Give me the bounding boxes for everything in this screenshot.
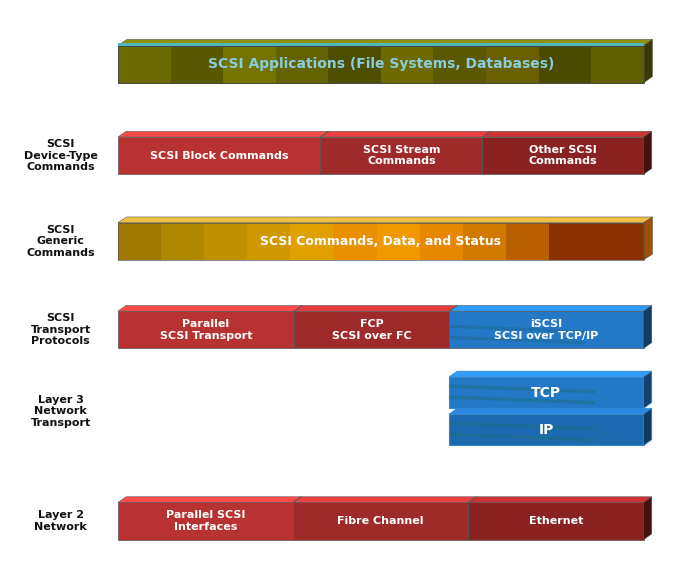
Polygon shape <box>644 305 652 348</box>
Polygon shape <box>468 497 652 502</box>
Polygon shape <box>449 305 652 311</box>
FancyBboxPatch shape <box>290 223 334 260</box>
Text: SCSI Stream
Commands: SCSI Stream Commands <box>363 145 440 166</box>
FancyBboxPatch shape <box>161 223 204 260</box>
Polygon shape <box>449 432 595 441</box>
Polygon shape <box>320 131 491 137</box>
FancyBboxPatch shape <box>171 46 223 83</box>
FancyBboxPatch shape <box>449 414 644 445</box>
FancyBboxPatch shape <box>468 502 644 540</box>
Text: SCSI Applications (File Systems, Databases): SCSI Applications (File Systems, Databas… <box>208 57 554 71</box>
FancyBboxPatch shape <box>549 223 644 260</box>
FancyBboxPatch shape <box>463 223 506 260</box>
Polygon shape <box>118 217 652 223</box>
Polygon shape <box>449 384 595 393</box>
FancyBboxPatch shape <box>483 137 644 174</box>
FancyBboxPatch shape <box>334 223 377 260</box>
Polygon shape <box>118 305 302 311</box>
Polygon shape <box>644 217 652 260</box>
Polygon shape <box>118 39 652 46</box>
Polygon shape <box>449 395 595 404</box>
Text: TCP: TCP <box>531 385 561 400</box>
Polygon shape <box>449 336 585 344</box>
Text: Layer 2
Network: Layer 2 Network <box>34 510 87 532</box>
Text: Parallel
SCSI Transport: Parallel SCSI Transport <box>160 319 252 340</box>
Polygon shape <box>644 371 652 408</box>
FancyBboxPatch shape <box>204 223 247 260</box>
Polygon shape <box>293 497 476 502</box>
FancyBboxPatch shape <box>118 137 320 174</box>
Polygon shape <box>644 39 652 83</box>
Polygon shape <box>118 497 301 502</box>
Text: Other SCSI
Commands: Other SCSI Commands <box>528 145 597 166</box>
FancyBboxPatch shape <box>118 43 644 46</box>
Polygon shape <box>294 305 457 311</box>
FancyBboxPatch shape <box>539 46 591 83</box>
FancyBboxPatch shape <box>433 46 486 83</box>
FancyBboxPatch shape <box>591 46 644 83</box>
FancyBboxPatch shape <box>486 46 539 83</box>
FancyBboxPatch shape <box>118 46 171 83</box>
Text: Ethernet: Ethernet <box>528 516 583 526</box>
Polygon shape <box>644 497 652 540</box>
FancyBboxPatch shape <box>506 223 549 260</box>
Text: SCSI
Transport
Protocols: SCSI Transport Protocols <box>30 313 91 347</box>
Text: SCSI
Generic
Commands: SCSI Generic Commands <box>26 224 95 258</box>
FancyBboxPatch shape <box>276 46 328 83</box>
FancyBboxPatch shape <box>118 311 294 348</box>
Text: FCP
SCSI over FC: FCP SCSI over FC <box>332 319 411 340</box>
FancyBboxPatch shape <box>293 502 468 540</box>
FancyBboxPatch shape <box>328 46 381 83</box>
Polygon shape <box>644 408 652 445</box>
Text: SCSI Commands, Data, and Status: SCSI Commands, Data, and Status <box>260 235 501 248</box>
FancyBboxPatch shape <box>449 311 644 348</box>
Polygon shape <box>449 371 652 377</box>
FancyBboxPatch shape <box>294 311 449 348</box>
Polygon shape <box>483 131 652 137</box>
FancyBboxPatch shape <box>118 502 293 540</box>
Polygon shape <box>449 408 652 414</box>
FancyBboxPatch shape <box>449 377 644 408</box>
Text: Layer 3
Network
Transport: Layer 3 Network Transport <box>30 395 91 428</box>
Polygon shape <box>118 131 328 137</box>
Text: SCSI Block Commands: SCSI Block Commands <box>150 151 288 160</box>
Text: IP: IP <box>539 423 554 437</box>
FancyBboxPatch shape <box>377 223 420 260</box>
FancyBboxPatch shape <box>118 223 161 260</box>
Polygon shape <box>449 324 585 333</box>
Polygon shape <box>644 131 652 174</box>
Text: iSCSI
SCSI over TCP/IP: iSCSI SCSI over TCP/IP <box>494 319 599 340</box>
FancyBboxPatch shape <box>247 223 290 260</box>
FancyBboxPatch shape <box>223 46 276 83</box>
Text: Fibre Channel: Fibre Channel <box>337 516 424 526</box>
Polygon shape <box>449 421 595 431</box>
FancyBboxPatch shape <box>381 46 433 83</box>
FancyBboxPatch shape <box>320 137 483 174</box>
Text: SCSI
Device-Type
Commands: SCSI Device-Type Commands <box>24 139 98 172</box>
FancyBboxPatch shape <box>420 223 463 260</box>
Text: Parallel SCSI
Interfaces: Parallel SCSI Interfaces <box>166 510 245 532</box>
